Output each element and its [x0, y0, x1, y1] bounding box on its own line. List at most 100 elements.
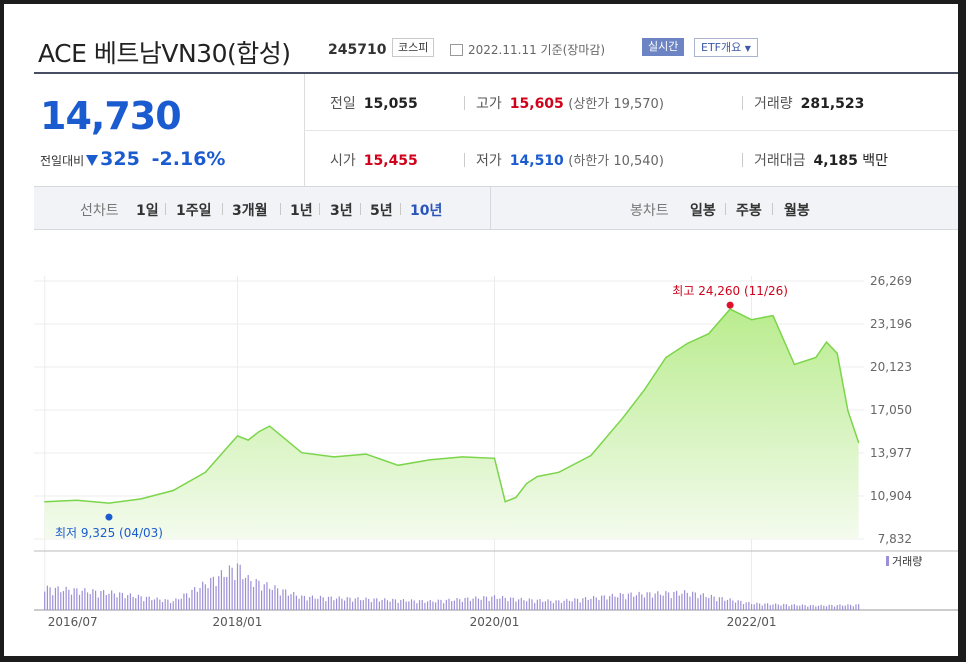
range-1d[interactable]: 1일: [136, 203, 159, 219]
max-marker: [726, 301, 734, 309]
volume-bar: [841, 605, 844, 610]
volume-bar: [453, 600, 455, 610]
volume-bar: [667, 592, 670, 610]
volume-bar: [657, 591, 659, 610]
volume-bar: [111, 590, 113, 610]
data-point: [258, 431, 260, 433]
volume-bar: [590, 598, 592, 610]
volume-bar: [847, 604, 849, 610]
upper-limit: (상한가 19,570): [568, 97, 664, 112]
volume-bar: [260, 590, 263, 610]
volume-bar: [710, 594, 712, 610]
x-tick-label: 2016/07: [48, 615, 98, 629]
volume-bar: [833, 606, 836, 610]
change-amount: 325: [100, 148, 140, 170]
volume-bar: [804, 605, 806, 610]
max-label: 최고 24,260 (11/26): [672, 284, 788, 298]
range-1y[interactable]: 1년: [290, 203, 313, 219]
volume-bar: [266, 582, 268, 610]
volume-bar: [159, 599, 161, 610]
volume-bar: [357, 597, 359, 610]
volume-bar: [539, 599, 541, 610]
volume-bar: [461, 601, 463, 610]
volume-bar: [788, 606, 790, 610]
volume-bar: [341, 598, 343, 610]
candle-monthly[interactable]: 월봉: [784, 203, 810, 219]
volume-bar: [234, 579, 236, 610]
data-point: [772, 314, 774, 317]
candle-daily[interactable]: 일봉: [690, 203, 716, 219]
volume-bar: [689, 596, 691, 610]
volume-bar: [493, 595, 496, 610]
volume-bar: [756, 602, 758, 610]
volume-bar: [753, 604, 755, 610]
volume-bar: [57, 586, 59, 610]
range-3y[interactable]: 3년: [330, 203, 353, 219]
volume-bar: [194, 587, 196, 610]
volume-bar: [293, 592, 295, 610]
volume-bar: [488, 601, 490, 610]
volume-bar: [365, 597, 367, 610]
volume-bar: [349, 597, 351, 610]
range-3m[interactable]: 3개월: [232, 203, 268, 219]
volume-bar: [231, 567, 233, 610]
volume-bar: [381, 599, 383, 610]
range-5y[interactable]: 5년: [370, 203, 393, 219]
volume-bar: [582, 598, 584, 610]
volume-bar: [54, 587, 57, 610]
y-tick-label: 17,050: [870, 403, 912, 417]
volume-bar: [625, 599, 627, 610]
volume-bar: [418, 600, 421, 610]
data-point: [515, 496, 517, 499]
volume-bar: [828, 604, 830, 610]
prev-label: 전일: [330, 96, 356, 112]
volume-bar: [210, 577, 212, 610]
volume-bar: [858, 604, 860, 610]
volume-bar: [767, 603, 769, 610]
volume-bar: [852, 606, 854, 610]
volume-bar: [191, 589, 193, 610]
chart-tabs: 선차트 1일 1주일 3개월 1년 3년 5년 10년 봉차트 일봉 주봉 월봉: [34, 186, 958, 230]
volume-bar: [151, 600, 153, 610]
volume-bar: [638, 591, 640, 610]
volume-bar: [796, 605, 798, 610]
volume-bar: [783, 603, 785, 610]
realtime-button[interactable]: 실시간: [642, 38, 685, 56]
volume-bar: [137, 594, 140, 610]
volume-bar: [734, 602, 737, 610]
volume-bar: [708, 597, 710, 610]
volume-bar: [408, 601, 410, 610]
volume-label: 거래량: [754, 96, 793, 112]
volume-bar: [301, 595, 303, 610]
volume-bar: [132, 596, 134, 610]
y-tick-label: 13,977: [870, 446, 912, 460]
volume-bar: [255, 579, 257, 610]
volume-bar: [287, 595, 289, 610]
data-point: [172, 489, 174, 492]
volume-bar: [673, 591, 675, 610]
volume-bar: [94, 590, 97, 610]
volume-bar: [78, 594, 81, 610]
volume-bar: [574, 598, 576, 610]
low-value: 14,510: [509, 153, 564, 169]
volume-bar: [622, 593, 624, 610]
y-tick-label: 10,904: [870, 489, 912, 503]
volume-bar: [271, 590, 273, 610]
volume-bar: [459, 599, 461, 610]
volume-bar: [678, 595, 680, 610]
data-point: [365, 453, 367, 455]
candle-weekly[interactable]: 주봉: [736, 203, 762, 219]
range-10y[interactable]: 10년: [410, 203, 443, 219]
etf-overview-button[interactable]: ETF개요 ▼: [694, 38, 758, 57]
volume-bar: [785, 604, 787, 610]
volume-bar: [844, 605, 846, 610]
volume-bar: [520, 597, 522, 610]
volume-bar: [483, 596, 485, 610]
volume-bar: [303, 595, 306, 610]
chevron-down-icon: ▼: [744, 44, 751, 53]
volume-bar: [518, 599, 520, 610]
range-1w[interactable]: 1주일: [176, 203, 212, 219]
volume-bar: [263, 584, 265, 610]
amount-value: 4,185: [813, 153, 858, 169]
x-tick-label: 2020/01: [470, 615, 520, 629]
